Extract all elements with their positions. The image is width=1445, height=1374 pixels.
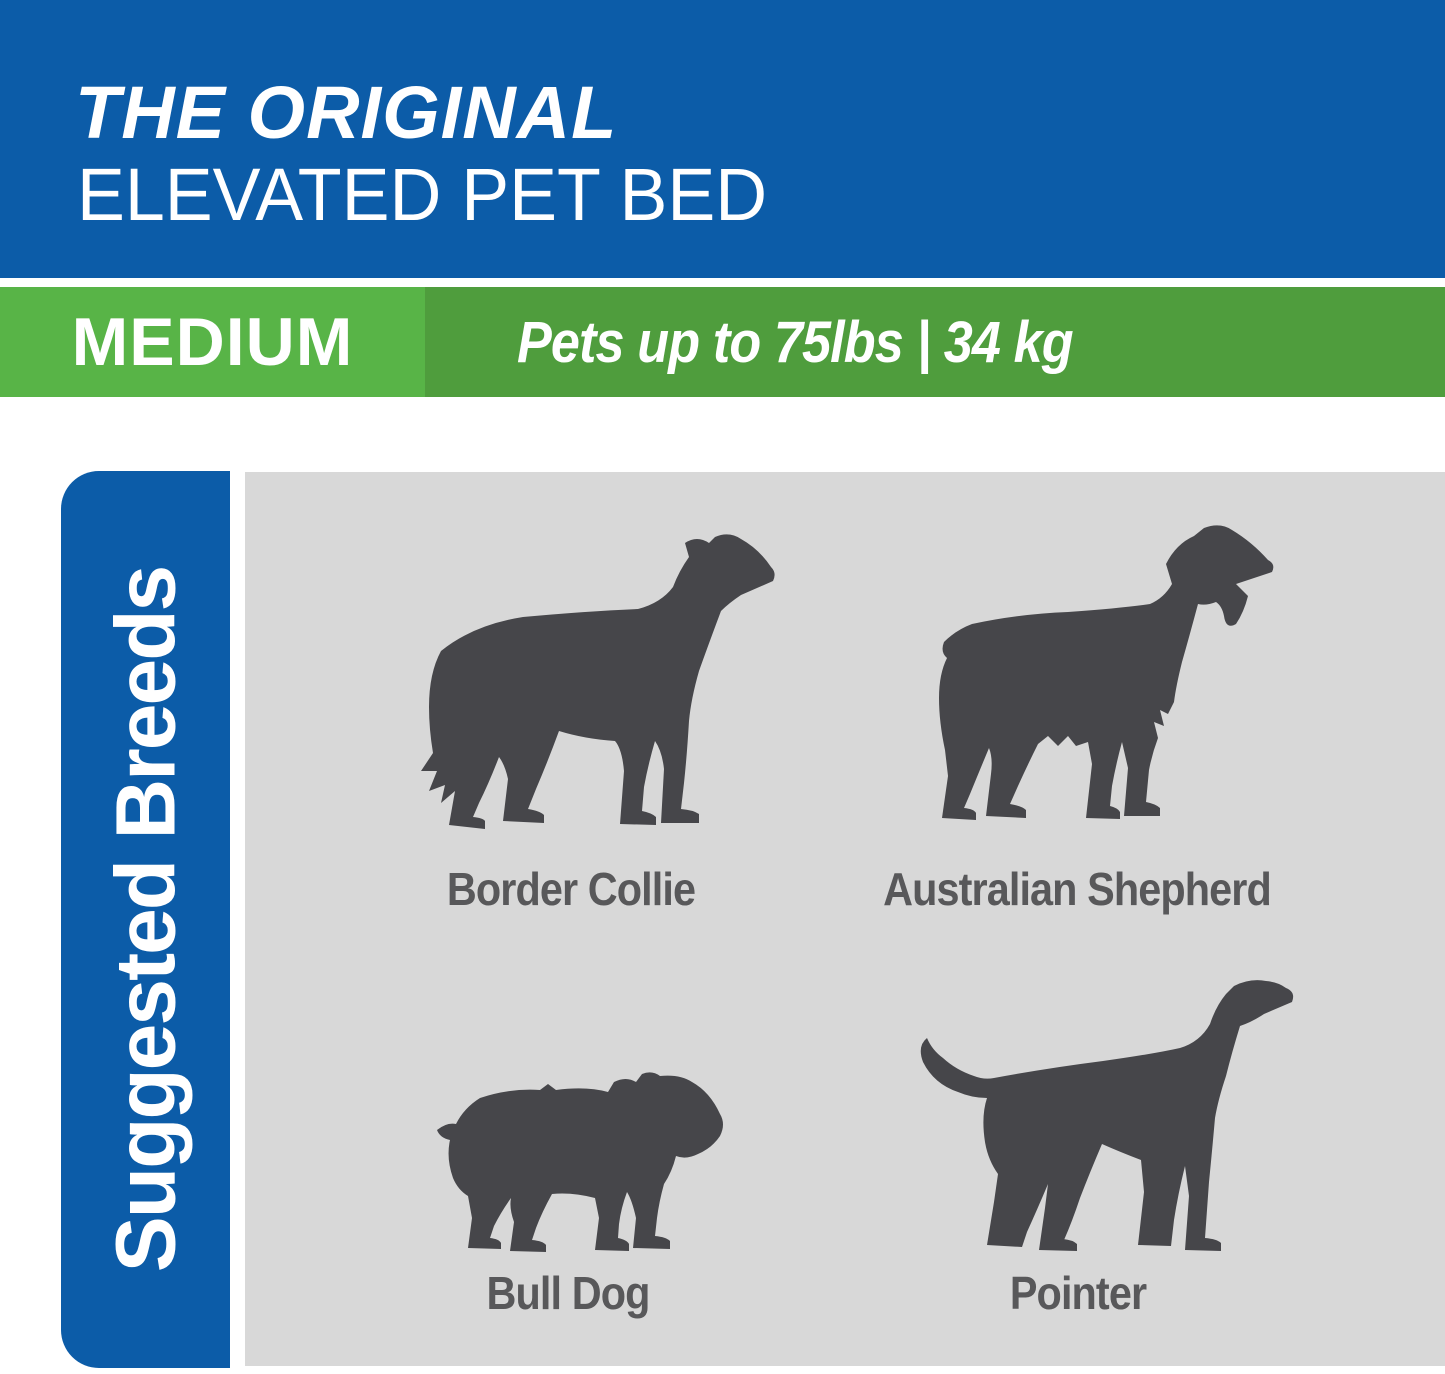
size-band: MEDIUM Pets up to 75lbs | 34 kg bbox=[0, 287, 1445, 397]
page-title-line1: THE ORIGINAL bbox=[75, 71, 618, 154]
breed-label-border-collie: Border Collie bbox=[446, 863, 696, 915]
breed-label-australian-shepherd: Australian Shepherd bbox=[883, 863, 1272, 915]
suggested-breeds-sidebar: Suggested Breeds bbox=[61, 471, 230, 1368]
capacity-block: Pets up to 75lbs | 34 kg bbox=[425, 287, 1445, 397]
breeds-panel bbox=[245, 472, 1445, 1366]
sidebar-label: Suggested Breeds bbox=[98, 566, 193, 1273]
breed-label-pointer: Pointer bbox=[1009, 1267, 1147, 1319]
australian-shepherd-silhouette-icon bbox=[898, 502, 1308, 847]
pointer-silhouette-icon bbox=[888, 948, 1318, 1258]
size-label: MEDIUM bbox=[71, 304, 354, 380]
header-banner: THE ORIGINAL ELEVATED PET BED bbox=[0, 0, 1445, 278]
breed-label-bull-dog: Bull Dog bbox=[486, 1267, 651, 1319]
border-collie-silhouette-icon bbox=[393, 503, 788, 853]
size-label-block: MEDIUM bbox=[0, 287, 425, 397]
page-title-line2: ELEVATED PET BED bbox=[77, 153, 768, 236]
capacity-text: Pets up to 75lbs | 34 kg bbox=[517, 309, 1074, 375]
bull-dog-silhouette-icon bbox=[390, 1028, 745, 1263]
